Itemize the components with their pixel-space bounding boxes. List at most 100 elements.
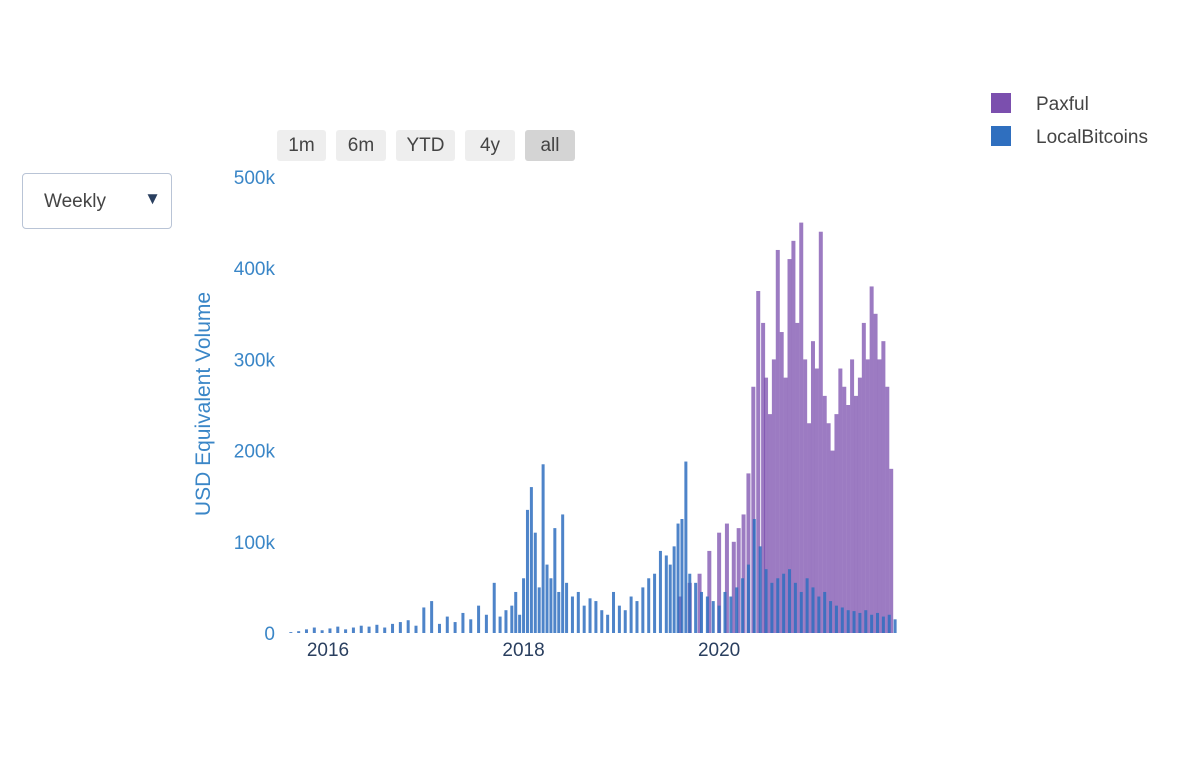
bar-paxful[interactable]: [826, 423, 831, 633]
bar-localbitcoins[interactable]: [700, 591, 704, 633]
bar-localbitcoins[interactable]: [653, 573, 657, 633]
bar-paxful[interactable]: [767, 414, 772, 633]
bar-localbitcoins[interactable]: [367, 626, 371, 633]
bar-localbitcoins[interactable]: [846, 610, 850, 633]
bar-paxful[interactable]: [746, 473, 751, 633]
bar-paxful[interactable]: [830, 450, 835, 633]
bar-localbitcoins[interactable]: [297, 631, 301, 633]
bar-paxful[interactable]: [783, 377, 788, 633]
bar-paxful[interactable]: [741, 514, 746, 633]
bar-localbitcoins[interactable]: [893, 619, 897, 633]
bar-localbitcoins[interactable]: [518, 614, 522, 633]
bar-localbitcoins[interactable]: [545, 564, 549, 633]
bar-localbitcoins[interactable]: [469, 619, 473, 633]
bar-localbitcoins[interactable]: [870, 614, 874, 633]
bar-localbitcoins[interactable]: [437, 623, 441, 633]
bar-paxful[interactable]: [764, 377, 769, 633]
bar-localbitcoins[interactable]: [484, 614, 488, 633]
bar-localbitcoins[interactable]: [658, 550, 662, 633]
bar-localbitcoins[interactable]: [582, 605, 586, 633]
bar-localbitcoins[interactable]: [694, 582, 698, 633]
bar-localbitcoins[interactable]: [623, 610, 627, 633]
bar-paxful[interactable]: [731, 541, 736, 633]
bar-paxful[interactable]: [865, 359, 870, 633]
bar-paxful[interactable]: [850, 359, 855, 633]
bar-localbitcoins[interactable]: [344, 629, 348, 633]
bar-localbitcoins[interactable]: [570, 596, 574, 633]
bar-localbitcoins[interactable]: [453, 622, 457, 633]
range-button-ytd[interactable]: YTD: [396, 130, 455, 161]
bar-localbitcoins[interactable]: [510, 605, 514, 633]
bar-localbitcoins[interactable]: [522, 578, 526, 633]
bar-paxful[interactable]: [814, 368, 819, 633]
bar-paxful[interactable]: [756, 291, 761, 633]
bar-localbitcoins[interactable]: [811, 587, 815, 633]
bar-localbitcoins[interactable]: [864, 610, 868, 633]
bar-localbitcoins[interactable]: [817, 596, 821, 633]
bar-paxful[interactable]: [736, 528, 741, 633]
bar-paxful[interactable]: [822, 395, 827, 633]
bar-localbitcoins[interactable]: [498, 616, 502, 633]
bar-localbitcoins[interactable]: [328, 628, 332, 633]
bar-paxful[interactable]: [877, 359, 882, 633]
bar-localbitcoins[interactable]: [561, 514, 565, 633]
range-button-1m[interactable]: 1m: [277, 130, 326, 161]
bar-localbitcoins[interactable]: [776, 578, 780, 633]
bar-localbitcoins[interactable]: [688, 573, 692, 633]
bar-localbitcoins[interactable]: [829, 601, 833, 633]
bar-paxful[interactable]: [889, 468, 894, 633]
range-button-6m[interactable]: 6m: [336, 130, 386, 161]
bar-localbitcoins[interactable]: [834, 605, 838, 633]
bar-paxful[interactable]: [885, 386, 890, 633]
bar-localbitcoins[interactable]: [876, 612, 880, 633]
bar-paxful[interactable]: [779, 332, 784, 633]
bar-localbitcoins[interactable]: [770, 582, 774, 633]
bar-localbitcoins[interactable]: [576, 591, 580, 633]
bar-localbitcoins[interactable]: [629, 596, 633, 633]
bar-paxful[interactable]: [857, 377, 862, 633]
bar-paxful[interactable]: [846, 405, 851, 633]
bar-paxful[interactable]: [861, 322, 866, 633]
bar-localbitcoins[interactable]: [852, 611, 856, 633]
bar-localbitcoins[interactable]: [594, 601, 598, 633]
bar-localbitcoins[interactable]: [764, 569, 768, 633]
bar-localbitcoins[interactable]: [414, 625, 418, 633]
bar-localbitcoins[interactable]: [445, 616, 449, 633]
bar-localbitcoins[interactable]: [477, 605, 481, 633]
bar-paxful[interactable]: [697, 573, 702, 633]
bar-localbitcoins[interactable]: [840, 607, 844, 633]
bar-localbitcoins[interactable]: [600, 610, 604, 633]
bar-localbitcoins[interactable]: [641, 587, 645, 633]
bar-localbitcoins[interactable]: [684, 461, 688, 633]
bar-localbitcoins[interactable]: [533, 532, 537, 633]
bar-paxful[interactable]: [869, 286, 874, 633]
bar-localbitcoins[interactable]: [705, 596, 709, 633]
bar-localbitcoins[interactable]: [383, 627, 387, 633]
bar-localbitcoins[interactable]: [504, 610, 508, 633]
bar-paxful[interactable]: [761, 322, 766, 633]
bar-localbitcoins[interactable]: [537, 587, 541, 633]
bar-localbitcoins[interactable]: [549, 578, 553, 633]
bar-localbitcoins[interactable]: [664, 555, 668, 633]
bar-paxful[interactable]: [799, 222, 804, 633]
range-button-all[interactable]: all: [525, 130, 575, 161]
bar-localbitcoins[interactable]: [635, 601, 639, 633]
bar-localbitcoins[interactable]: [391, 623, 395, 633]
bar-localbitcoins[interactable]: [606, 614, 610, 633]
bar-paxful[interactable]: [810, 341, 815, 633]
bar-localbitcoins[interactable]: [398, 622, 402, 633]
bar-localbitcoins[interactable]: [375, 624, 379, 633]
bar-localbitcoins[interactable]: [617, 605, 621, 633]
bar-localbitcoins[interactable]: [492, 582, 496, 633]
bar-localbitcoins[interactable]: [746, 564, 750, 633]
bar-paxful[interactable]: [678, 596, 682, 633]
bar-localbitcoins[interactable]: [525, 509, 529, 633]
bar-localbitcoins[interactable]: [793, 582, 797, 633]
bar-localbitcoins[interactable]: [320, 630, 324, 633]
bar-paxful[interactable]: [873, 313, 878, 633]
bar-paxful[interactable]: [771, 359, 776, 633]
bar-localbitcoins[interactable]: [406, 620, 410, 633]
bar-paxful[interactable]: [775, 249, 780, 633]
bar-paxful[interactable]: [724, 523, 729, 633]
bar-paxful[interactable]: [842, 386, 847, 633]
